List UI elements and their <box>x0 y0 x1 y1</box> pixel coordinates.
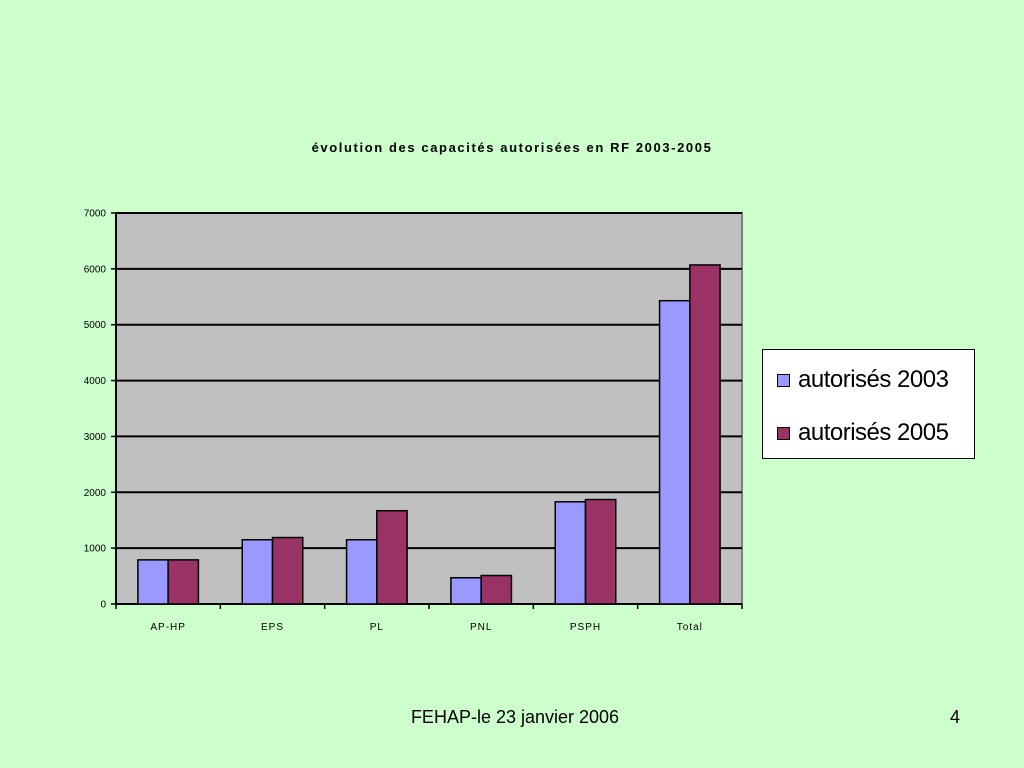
y-tick-label: 0 <box>100 600 106 611</box>
x-tick-label: PNL <box>470 622 492 633</box>
page-number: 4 <box>950 707 961 727</box>
x-tick-label: PL <box>370 622 384 633</box>
legend-swatch-2003 <box>777 373 790 387</box>
legend-item-2003: autorisés 2003 <box>777 365 949 395</box>
bar-psph-2005 <box>584 498 617 605</box>
legend-label-2005: autorisés 2005 <box>798 419 949 446</box>
bar-ap-hp-2003 <box>137 559 169 605</box>
x-tick-label: AP-HP <box>150 622 186 633</box>
y-tick-label: 6000 <box>84 264 107 275</box>
x-tick-label: EPS <box>261 622 284 633</box>
bar-psph-2003 <box>554 501 587 605</box>
legend-item-2005: autorisés 2005 <box>777 418 949 448</box>
x-tick-label: Total <box>677 622 703 633</box>
chart-title: évolution des capacités autorisées en RF… <box>311 140 713 155</box>
y-tick-label: 3000 <box>84 432 107 443</box>
legend-label-2003: autorisés 2003 <box>798 366 949 393</box>
chart-legend: autorisés 2003 autorisés 2005 <box>762 349 975 459</box>
y-tick-label: 7000 <box>84 209 107 220</box>
footer-text: FEHAP-le 23 janvier 2006 <box>410 707 620 727</box>
y-tick-label: 2000 <box>84 488 107 499</box>
y-tick-label: 1000 <box>84 544 107 555</box>
bar-total-2003 <box>658 299 691 605</box>
x-tick-label: PSPH <box>570 622 601 633</box>
y-tick-label: 5000 <box>84 320 107 331</box>
bar-pl-2003 <box>345 539 378 605</box>
bar-pl-2005 <box>376 509 408 605</box>
plot-area <box>115 212 743 605</box>
bar-pnl-2005 <box>480 574 513 605</box>
bar-eps-2005 <box>271 536 304 605</box>
bar-total-2005 <box>689 264 721 605</box>
bar-eps-2003 <box>241 539 274 605</box>
y-tick-label: 4000 <box>84 376 107 387</box>
bar-ap-hp-2005 <box>167 559 200 605</box>
bar-pnl-2003 <box>450 576 482 605</box>
legend-swatch-2005 <box>777 426 790 440</box>
